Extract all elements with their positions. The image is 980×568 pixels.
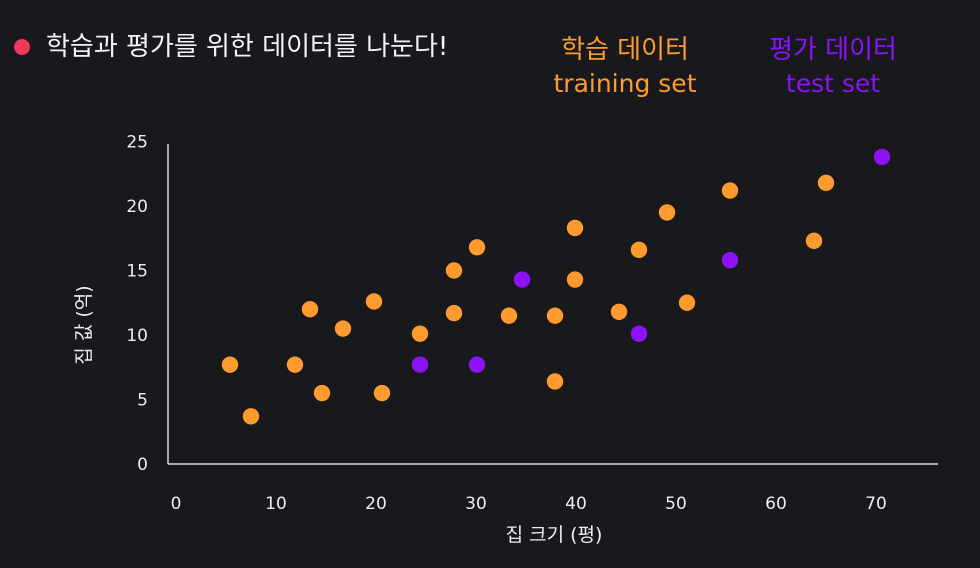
x-tick-label: 30 — [465, 494, 487, 514]
x-tick-label: 20 — [365, 494, 387, 514]
training-point — [468, 239, 486, 256]
legend-training-label-en: training set — [553, 68, 697, 98]
training-point — [610, 303, 628, 320]
training-point — [500, 307, 518, 324]
training-point — [566, 271, 584, 288]
x-tick-label: 10 — [265, 494, 287, 514]
legend-training: 학습 데이터 training set — [550, 35, 700, 102]
training-point — [221, 356, 239, 373]
training-point — [334, 320, 352, 337]
y-tick-label: 15 — [126, 262, 148, 282]
x-axis-label: 집 크기 (평) — [506, 524, 603, 546]
y-tick-label: 5 — [137, 391, 148, 411]
y-axis-label: 집 값 (억) — [73, 285, 95, 364]
test-point — [468, 356, 486, 373]
x-tick-label: 40 — [565, 494, 587, 514]
test-point — [873, 148, 891, 166]
training-point — [678, 294, 696, 311]
title-row: 학습과 평가를 위한 데이터를 나눈다! — [14, 34, 448, 60]
x-tick-label: 50 — [665, 494, 687, 514]
y-tick-label: 20 — [126, 197, 148, 217]
x-tick-label: 0 — [171, 494, 182, 514]
y-tick-label: 0 — [137, 455, 148, 475]
x-tick-label: 60 — [765, 494, 787, 514]
test-point — [721, 251, 739, 269]
training-point — [301, 301, 319, 318]
test-point — [411, 356, 429, 373]
test-point — [630, 325, 648, 342]
training-point — [373, 384, 391, 402]
legend-test-label-ko: 평가 데이터 — [769, 35, 897, 65]
legend-training-label-ko: 학습 데이터 — [561, 35, 689, 65]
training-point — [445, 262, 463, 279]
training-point — [546, 307, 564, 324]
training-point — [566, 219, 584, 237]
training-point — [445, 304, 463, 322]
bullet-dot-icon — [14, 39, 30, 55]
y-tick-label: 25 — [126, 133, 148, 153]
training-point — [286, 356, 304, 373]
legend-test: 평가 데이터 test set — [758, 35, 908, 102]
training-point — [805, 232, 823, 250]
training-point — [630, 241, 648, 259]
slide-title: 학습과 평가를 위한 데이터를 나눈다! — [46, 32, 449, 62]
training-point — [546, 373, 564, 390]
training-point — [411, 325, 429, 342]
training-point — [721, 182, 739, 199]
x-tick-label: 70 — [865, 494, 887, 514]
training-point — [817, 174, 835, 191]
test-point — [513, 271, 531, 288]
legend-test-label-en: test set — [785, 68, 881, 98]
training-point — [313, 384, 331, 402]
training-point — [365, 293, 383, 310]
y-tick-label: 10 — [126, 326, 148, 346]
training-point — [242, 408, 260, 425]
training-point — [658, 204, 676, 221]
